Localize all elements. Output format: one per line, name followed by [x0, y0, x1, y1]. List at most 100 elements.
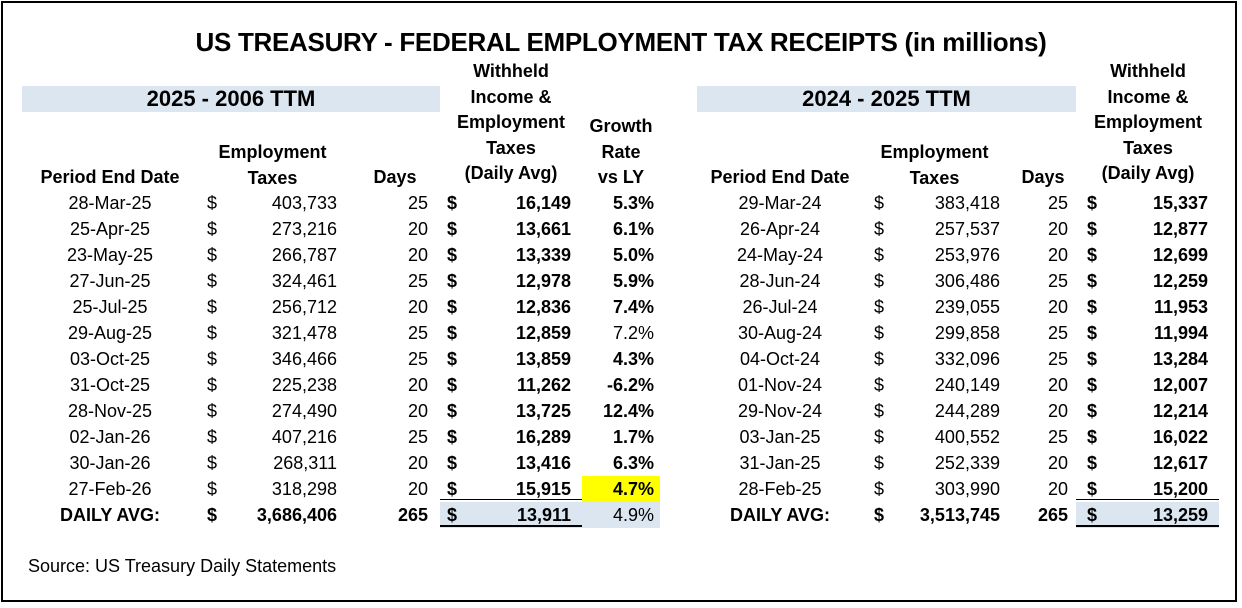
- row-currency: $: [1087, 193, 1098, 213]
- row-currency: $: [207, 297, 218, 317]
- row-daily-avg: 15,200: [1152, 479, 1208, 499]
- row-employment-taxes: 274,490: [271, 401, 337, 421]
- row-currency: $: [207, 193, 218, 213]
- row-daily-avg: 11,262: [516, 375, 571, 395]
- row-days: 20: [1047, 453, 1068, 473]
- row-daily-avg: 11,953: [1153, 297, 1208, 317]
- row-days: 25: [1047, 349, 1068, 369]
- header-line: Withheld: [1110, 61, 1186, 81]
- row-currency: $: [1087, 297, 1098, 317]
- row-daily-avg: 15,337: [1152, 193, 1208, 213]
- header-line: Rate: [601, 141, 641, 162]
- header-line: Withheld: [473, 61, 549, 81]
- row-date: 28-Feb-25: [738, 479, 822, 499]
- row-daily-avg: 12,007: [1152, 375, 1208, 395]
- row-daily-avg: 12,859: [515, 323, 571, 343]
- row-days: 20: [1047, 219, 1068, 239]
- row-employment-taxes: 268,311: [273, 453, 337, 473]
- row-employment-taxes: 403,733: [271, 193, 337, 213]
- row-currency: $: [207, 453, 218, 473]
- row-daily-avg: 16,289: [515, 427, 571, 447]
- header-line: Taxes: [247, 167, 298, 188]
- row-days: 20: [407, 375, 428, 395]
- row-currency: $: [207, 219, 218, 239]
- header-line: Income &: [470, 86, 552, 107]
- left-period-band: 2025 - 2006 TTM: [22, 86, 440, 112]
- row-employment-taxes: 299,858: [934, 323, 1000, 343]
- row-currency: $: [447, 245, 458, 265]
- row-days: 25: [407, 323, 428, 343]
- row-date: 26-Jul-24: [742, 297, 818, 317]
- row-currency: $: [1087, 375, 1098, 395]
- row-currency: $: [447, 271, 458, 291]
- row-employment-taxes: 253,976: [934, 245, 1000, 265]
- left-header-period-end-date: Period End Date: [40, 167, 180, 187]
- row-growth: 1.7%: [612, 427, 654, 447]
- row-growth: 5.0%: [612, 245, 654, 265]
- row-currency: $: [874, 245, 885, 265]
- row-date: 25-Apr-25: [69, 219, 151, 239]
- row-daily-avg: 13,339: [515, 245, 571, 265]
- header-line: Taxes: [1123, 137, 1173, 158]
- right-header-employment-taxes: Employment Taxes: [862, 140, 1007, 191]
- row-employment-taxes: 318,298: [271, 479, 337, 499]
- row-days: 20: [407, 479, 428, 499]
- row-date: 24-May-24: [736, 245, 824, 265]
- row-growth: 5.3%: [612, 193, 654, 213]
- row-currency: $: [207, 271, 218, 291]
- row-currency: $: [874, 219, 885, 239]
- source-note: Source: US Treasury Daily Statements: [28, 556, 337, 576]
- row-date: 30-Aug-24: [737, 323, 823, 343]
- left-header-days: Days: [373, 167, 417, 187]
- row-currency: $: [874, 323, 885, 343]
- row-days: 20: [1047, 245, 1068, 265]
- row-employment-taxes: 306,486: [934, 271, 1000, 291]
- row-days: 20: [1047, 401, 1068, 421]
- row-date: 29-Mar-24: [738, 193, 822, 213]
- left-total-top-rule: [440, 499, 582, 500]
- right-header-period-end-date: Period End Date: [710, 167, 850, 187]
- header-line: Employment: [1093, 112, 1203, 132]
- header-line: (Daily Avg): [1101, 163, 1195, 183]
- row-currency: $: [1087, 427, 1098, 447]
- row-currency: $: [207, 349, 218, 369]
- header-line: (Daily Avg): [464, 163, 558, 183]
- row-daily-avg: 13,661: [515, 219, 571, 239]
- total-label: DAILY AVG:: [59, 505, 161, 525]
- header-line: Taxes: [909, 167, 960, 188]
- row-employment-taxes: 321,478: [271, 323, 337, 343]
- row-date: 27-Feb-26: [68, 479, 152, 499]
- row-currency: $: [447, 427, 458, 447]
- left-header-withheld: Withheld Income & Employment Taxes (Dail…: [440, 59, 582, 187]
- row-date: 01-Nov-24: [737, 375, 823, 395]
- total-daily-avg: 13,259: [1110, 502, 1219, 528]
- row-currency: $: [447, 453, 458, 473]
- row-days: 20: [407, 219, 428, 239]
- row-date: 25-Jul-25: [72, 297, 148, 317]
- row-currency: $: [447, 193, 458, 213]
- row-currency: $: [207, 479, 218, 499]
- row-days: 25: [1047, 323, 1068, 343]
- row-daily-avg: 16,022: [1152, 427, 1208, 447]
- row-currency: $: [447, 401, 458, 421]
- total-days: 265: [397, 505, 428, 525]
- row-currency: $: [1087, 245, 1098, 265]
- row-days: 20: [407, 245, 428, 265]
- row-daily-avg: 12,836: [515, 297, 571, 317]
- row-employment-taxes: 346,466: [271, 349, 337, 369]
- right-header-days: Days: [1021, 167, 1065, 187]
- row-daily-avg: 12,877: [1152, 219, 1208, 239]
- right-total-top-rule: [1076, 499, 1219, 500]
- row-daily-avg: 13,284: [1152, 349, 1208, 369]
- row-date: 29-Aug-25: [67, 323, 153, 343]
- header-line: Growth: [589, 116, 653, 136]
- row-days: 25: [1047, 427, 1068, 447]
- row-growth: 5.9%: [612, 271, 654, 291]
- row-date: 04-Oct-24: [739, 349, 821, 369]
- row-currency: $: [447, 375, 458, 395]
- header-line: Taxes: [486, 137, 536, 158]
- row-date: 31-Oct-25: [69, 375, 151, 395]
- row-employment-taxes: 266,787: [271, 245, 337, 265]
- row-daily-avg: 13,416: [515, 453, 571, 473]
